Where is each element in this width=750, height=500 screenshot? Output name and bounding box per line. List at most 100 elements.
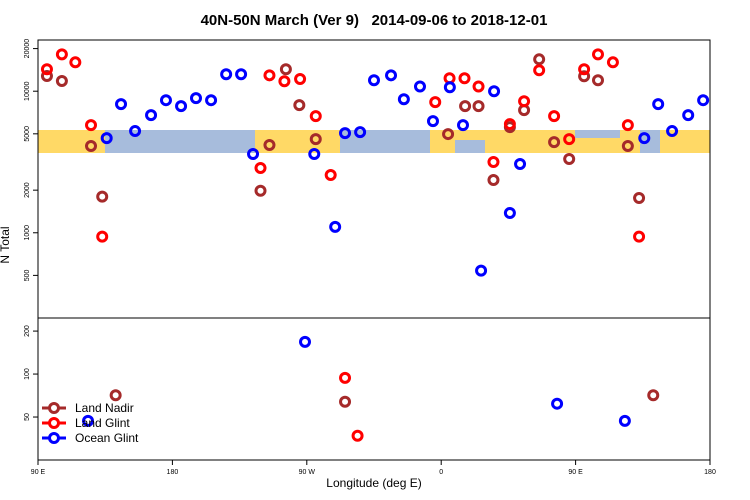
point bbox=[563, 152, 576, 165]
point bbox=[592, 48, 604, 61]
point bbox=[666, 125, 679, 138]
point bbox=[329, 220, 342, 233]
chart-title: 40N-50N March (Ver 9) 2014-09-06 to 2018… bbox=[201, 12, 548, 29]
legend-marker bbox=[48, 402, 60, 414]
point bbox=[551, 397, 564, 410]
point bbox=[488, 85, 501, 98]
point bbox=[85, 119, 98, 132]
point bbox=[682, 109, 695, 122]
point bbox=[354, 126, 367, 139]
point bbox=[647, 389, 660, 402]
y-tick-label: 10000 bbox=[24, 81, 31, 101]
point bbox=[385, 69, 398, 82]
point bbox=[487, 156, 500, 169]
y-tick-label: 5000 bbox=[24, 126, 31, 142]
point bbox=[503, 206, 516, 219]
point bbox=[606, 56, 619, 69]
point bbox=[55, 75, 68, 88]
point bbox=[69, 56, 82, 69]
x-tick-label: 0 bbox=[439, 469, 443, 476]
point bbox=[472, 100, 485, 113]
point bbox=[697, 94, 710, 107]
ocean bbox=[575, 130, 620, 138]
y-tick-label: 200 bbox=[24, 325, 31, 337]
point bbox=[263, 69, 276, 82]
point bbox=[633, 192, 646, 205]
ocean bbox=[640, 130, 660, 153]
bottom-panel-frame bbox=[37, 317, 711, 461]
point bbox=[457, 119, 470, 132]
ocean bbox=[105, 130, 255, 153]
point bbox=[278, 75, 291, 88]
y-axis-label: N Total bbox=[0, 226, 12, 263]
point bbox=[254, 161, 267, 174]
point bbox=[82, 414, 95, 427]
map-band bbox=[38, 130, 710, 153]
y-tick-label: 50 bbox=[24, 413, 31, 421]
point bbox=[339, 371, 352, 384]
point bbox=[205, 94, 218, 107]
point bbox=[339, 127, 352, 140]
point bbox=[85, 140, 98, 153]
point bbox=[618, 414, 631, 427]
point bbox=[175, 100, 188, 113]
y-tick-label: 2000 bbox=[24, 182, 31, 198]
x-tick-label: 90 E bbox=[31, 469, 46, 476]
point bbox=[443, 81, 456, 94]
point bbox=[472, 80, 485, 93]
point bbox=[324, 168, 337, 181]
point bbox=[397, 93, 410, 106]
point bbox=[308, 148, 321, 161]
point bbox=[518, 95, 531, 108]
point bbox=[652, 98, 665, 111]
point bbox=[235, 68, 248, 81]
point bbox=[279, 63, 292, 76]
point bbox=[475, 264, 488, 277]
x-tick-label: 90 W bbox=[299, 469, 316, 476]
point bbox=[368, 74, 380, 87]
point bbox=[638, 132, 651, 145]
point bbox=[247, 148, 260, 161]
point bbox=[55, 48, 68, 61]
y-tick-label: 20000 bbox=[24, 39, 31, 59]
point bbox=[220, 68, 233, 81]
x-tick-label: 90 E bbox=[568, 469, 583, 476]
point bbox=[548, 136, 561, 149]
y-tick-label: 1000 bbox=[24, 225, 31, 241]
point bbox=[159, 94, 172, 107]
point bbox=[40, 63, 53, 76]
point bbox=[426, 115, 439, 128]
point bbox=[514, 158, 527, 171]
ocean bbox=[455, 140, 485, 153]
point bbox=[309, 110, 322, 123]
x-tick-label: 180 bbox=[167, 469, 179, 476]
point bbox=[621, 119, 634, 132]
point bbox=[254, 184, 267, 197]
point bbox=[339, 395, 352, 408]
y-tick-label: 100 bbox=[24, 368, 31, 380]
legend-marker bbox=[48, 417, 60, 429]
point bbox=[578, 63, 591, 76]
point bbox=[100, 132, 113, 145]
point bbox=[129, 125, 142, 138]
point bbox=[533, 53, 546, 66]
point bbox=[487, 173, 500, 186]
legend-label: Land Glint bbox=[75, 416, 130, 430]
point bbox=[578, 70, 591, 83]
point bbox=[40, 70, 53, 83]
point bbox=[96, 230, 109, 243]
point bbox=[429, 96, 442, 109]
point bbox=[145, 109, 158, 122]
point bbox=[351, 429, 364, 442]
point bbox=[294, 72, 307, 85]
point bbox=[548, 110, 561, 123]
legend-label: Ocean Glint bbox=[75, 431, 139, 445]
point bbox=[633, 230, 646, 243]
point bbox=[189, 92, 202, 105]
x-axis-label: Longitude (deg E) bbox=[326, 476, 421, 490]
legend-marker bbox=[48, 432, 60, 444]
x-tick-label: 180 bbox=[704, 469, 716, 476]
point bbox=[109, 389, 122, 402]
point bbox=[442, 128, 455, 141]
